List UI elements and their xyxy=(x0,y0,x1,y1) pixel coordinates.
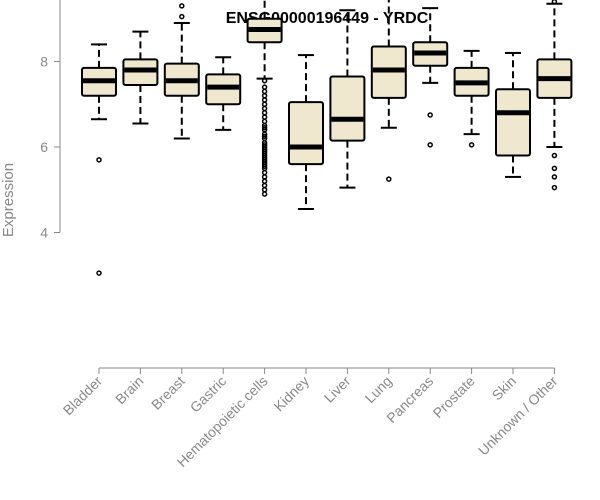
outlier-point xyxy=(427,112,433,118)
iqr-box xyxy=(329,75,366,142)
x-tick-label: Bladder xyxy=(60,373,106,419)
outlier-point xyxy=(261,169,268,176)
outlier-point xyxy=(468,142,475,148)
x-tick-label: Skin xyxy=(489,373,520,404)
outlier-point xyxy=(261,101,268,107)
box-prostate xyxy=(453,49,490,148)
box-hematopoietic-cells xyxy=(246,0,283,197)
x-tick-label: Lung xyxy=(362,373,395,406)
outlier-point xyxy=(261,105,268,112)
x-tick-label: Liver xyxy=(321,373,354,406)
outlier-point xyxy=(261,77,268,84)
outlier-point xyxy=(551,174,558,180)
outlier-point xyxy=(261,178,268,184)
x-tick-label: Breast xyxy=(148,373,188,413)
outlier-point xyxy=(261,92,268,99)
x-tick-label: Unknown / Other xyxy=(475,373,561,459)
outlier-point xyxy=(261,110,268,116)
box-gastric xyxy=(205,56,242,131)
outlier-point xyxy=(179,13,185,20)
y-tick-label-4: 4 xyxy=(40,225,48,241)
outlier-point xyxy=(261,163,268,169)
outlier-point xyxy=(261,187,268,193)
outlier-point xyxy=(261,97,268,103)
box-breast xyxy=(163,3,200,140)
x-tick-label: Brain xyxy=(112,373,146,407)
outlier-point xyxy=(551,165,558,172)
outlier-point xyxy=(261,182,268,189)
box-pancreas xyxy=(412,7,449,148)
y-tick-label-6: 6 xyxy=(40,139,48,155)
boxes-group xyxy=(81,0,573,276)
outlier-point xyxy=(551,0,558,5)
box-brain xyxy=(122,30,159,125)
box-lung xyxy=(370,0,407,182)
x-tick-label: Kidney xyxy=(271,373,313,415)
outlier-point xyxy=(261,133,268,140)
outlier-point xyxy=(96,270,102,276)
y-axis: 46810 xyxy=(40,0,61,241)
iqr-box xyxy=(495,88,531,157)
outlier-point xyxy=(261,88,268,95)
outlier-point xyxy=(427,142,433,148)
outlier-point xyxy=(96,157,102,163)
outlier-point xyxy=(261,174,268,180)
box-unknown-other xyxy=(536,0,573,191)
box-liver xyxy=(329,9,366,189)
outlier-point xyxy=(261,118,268,125)
box-bladder xyxy=(81,43,117,276)
iqr-box xyxy=(288,101,324,166)
outlier-point xyxy=(386,176,392,182)
y-tick-label-8: 8 xyxy=(40,54,48,70)
box-kidney xyxy=(288,54,324,210)
outlier-point xyxy=(551,152,558,159)
outlier-point xyxy=(261,125,268,131)
outlier-point xyxy=(261,84,268,90)
box-skin xyxy=(495,51,531,178)
outlier-point xyxy=(261,191,268,197)
y-axis-label: Expression xyxy=(0,163,17,237)
outlier-point xyxy=(551,184,558,191)
x-tick-label: Prostate xyxy=(430,373,478,421)
outlier-point xyxy=(179,3,185,9)
outlier-point xyxy=(261,114,268,120)
